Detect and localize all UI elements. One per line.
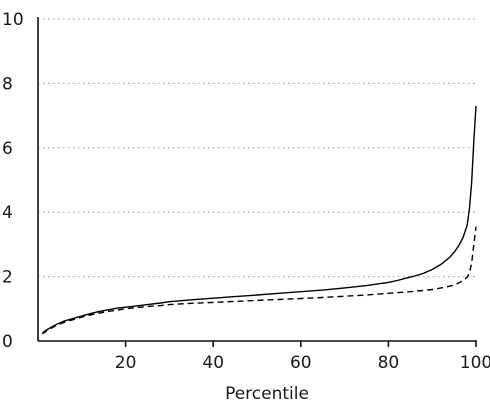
x-tick-label: 60 [290,353,312,373]
x-tick-label: 40 [202,353,224,373]
x-tick-labels: 20 40 60 80 100 [115,353,490,373]
y-tick-label: 2 [2,268,13,288]
y-tick-label: 6 [2,139,13,159]
dashed-series-line [41,226,477,335]
solid-series-line [41,105,477,334]
y-tick-label: 8 [2,74,13,94]
x-tick-label: 100 [460,353,490,373]
x-tick-label: 20 [115,353,137,373]
y-tick-labels: 0 2 4 6 8 10 [2,10,24,352]
x-tick-label: 80 [378,353,400,373]
axes [37,17,477,347]
x-axis-title: Percentile [225,384,309,404]
grid-lines [38,18,476,278]
y-tick-label: 0 [2,332,13,352]
series-lines [41,105,477,335]
y-tick-label: 10 [2,10,24,30]
y-tick-label: 4 [2,203,13,223]
